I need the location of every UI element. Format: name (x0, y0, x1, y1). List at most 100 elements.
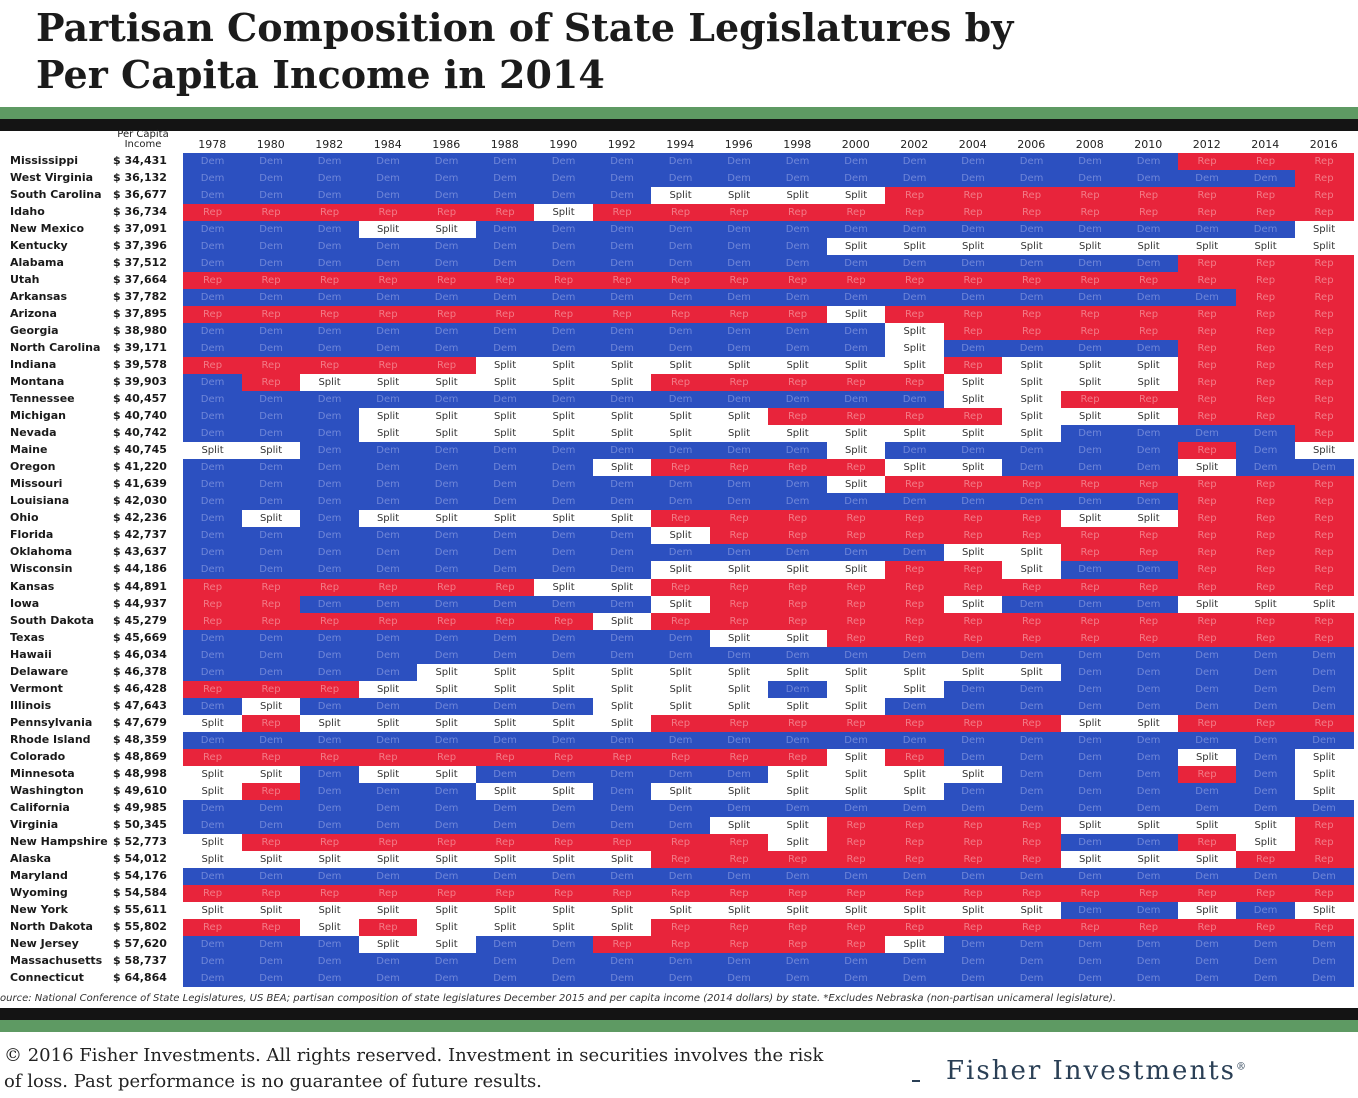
income-value: $ 48,869 (113, 749, 167, 763)
party-cell: Dem (709, 153, 769, 171)
party-cell: Dem (300, 663, 360, 681)
party-cell: Rep (768, 578, 828, 596)
brand-dash (912, 1080, 920, 1082)
year-header: 1980 (256, 138, 285, 151)
party-cell: Dem (651, 765, 711, 784)
party-cell: Dem (475, 731, 535, 750)
state-label: Colorado (10, 749, 66, 763)
party-cell: Dem (1002, 289, 1062, 307)
party-cell: Rep (475, 833, 535, 852)
party-cell: Dem (943, 748, 1003, 767)
party-cell: Split (1236, 816, 1296, 835)
party-cell: Split (885, 782, 945, 801)
party-cell: Dem (1119, 663, 1179, 681)
party-cell: Split (826, 442, 886, 460)
party-cell: Split (1294, 238, 1354, 256)
party-cell: Split (826, 765, 886, 784)
party-cell: Rep (417, 833, 477, 852)
party-cell: Split (183, 765, 243, 784)
party-cell: Dem (475, 391, 535, 409)
party-cell: Dem (183, 391, 243, 409)
party-cell: Dem (651, 442, 711, 460)
party-cell: Dem (943, 952, 1003, 971)
party-cell: Rep (475, 306, 535, 324)
party-cell: Split (943, 663, 1003, 681)
party-cell: Split (592, 918, 652, 937)
party-cell: Split (358, 765, 418, 784)
party-cell: Split (1294, 221, 1354, 239)
party-cell: Dem (475, 952, 535, 971)
party-cell: Rep (300, 884, 360, 903)
year-header: 1978 (198, 138, 227, 151)
party-cell: Dem (768, 680, 828, 699)
party-cell: Dem (300, 238, 360, 256)
party-cell: Split (475, 714, 535, 733)
party-cell: Dem (300, 816, 360, 835)
party-cell: Dem (1002, 340, 1062, 358)
party-cell: Rep (943, 204, 1003, 222)
party-cell: Rep (826, 459, 886, 477)
income-value: $ 42,737 (113, 528, 167, 542)
income-value: $ 46,428 (113, 681, 167, 695)
party-cell: Split (1060, 238, 1120, 256)
party-cell: Rep (592, 748, 652, 767)
party-cell: Dem (300, 255, 360, 273)
party-cell: Dem (709, 544, 769, 562)
income-value: $ 43,637 (113, 545, 167, 559)
party-cell: Dem (358, 527, 418, 545)
party-cell: Split (1294, 901, 1354, 920)
party-cell: Dem (300, 935, 360, 954)
party-cell: Rep (417, 272, 477, 290)
party-cell: Rep (1177, 153, 1237, 171)
party-cell: Split (534, 357, 594, 375)
party-cell: Rep (1177, 187, 1237, 205)
party-cell: Rep (1236, 629, 1296, 647)
party-cell: Dem (768, 340, 828, 358)
party-cell: Dem (1119, 442, 1179, 460)
party-cell: Rep (241, 782, 301, 801)
state-label: Minnesota (10, 766, 75, 780)
party-cell: Split (1177, 238, 1237, 256)
party-cell: Rep (1177, 493, 1237, 511)
party-cell: Split (651, 408, 711, 426)
income-value: $ 37,895 (113, 307, 167, 321)
party-cell: Rep (1002, 306, 1062, 324)
party-cell: Dem (826, 391, 886, 409)
party-cell: Dem (1236, 425, 1296, 443)
party-cell: Rep (1294, 510, 1354, 528)
party-cell: Dem (768, 799, 828, 818)
party-cell: Split (1119, 357, 1179, 375)
party-cell: Dem (1060, 867, 1120, 886)
party-cell: Dem (358, 629, 418, 647)
party-cell: Dem (183, 374, 243, 392)
income-value: $ 47,643 (113, 698, 167, 712)
party-cell: Dem (417, 561, 477, 579)
party-cell: Split (1177, 459, 1237, 477)
party-cell: Dem (475, 595, 535, 613)
income-value: $ 54,584 (113, 885, 167, 899)
party-cell: Split (1177, 748, 1237, 767)
party-cell: Rep (651, 714, 711, 733)
party-cell: Dem (709, 646, 769, 664)
party-cell: Dem (183, 323, 243, 341)
party-cell: Dem (885, 153, 945, 171)
party-cell: Split (534, 901, 594, 920)
party-cell: Dem (1060, 221, 1120, 239)
party-cell: Dem (358, 799, 418, 818)
party-cell: Rep (1294, 714, 1354, 733)
party-cell: Dem (709, 493, 769, 511)
party-cell: Dem (300, 323, 360, 341)
party-cell: Dem (358, 340, 418, 358)
party-cell: Rep (241, 374, 301, 392)
party-cell: Dem (826, 493, 886, 511)
state-label: Massachusetts (10, 953, 103, 967)
state-label: West Virginia (10, 171, 94, 185)
party-cell: Rep (709, 884, 769, 903)
party-cell: Split (475, 901, 535, 920)
party-cell: Rep (709, 374, 769, 392)
party-cell: Split (534, 374, 594, 392)
year-header: 1984 (373, 138, 402, 151)
party-cell: Dem (592, 629, 652, 647)
party-cell: Split (183, 714, 243, 733)
party-cell: Split (592, 425, 652, 443)
